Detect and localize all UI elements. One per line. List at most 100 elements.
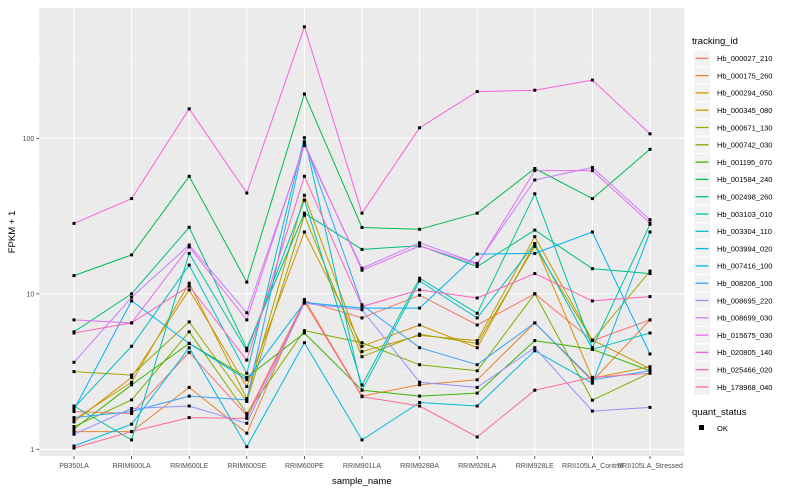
x-tick-label: PB350LA [59, 463, 89, 470]
data-point [72, 446, 76, 450]
data-point [130, 430, 134, 434]
data-point [72, 444, 76, 448]
legend-key-square [699, 425, 704, 430]
data-point [302, 92, 306, 96]
legend-entry-label: Hb_003994_020 [717, 244, 772, 253]
data-point [418, 380, 422, 384]
data-point [360, 266, 364, 270]
data-point [418, 276, 422, 280]
data-point [245, 414, 249, 417]
data-point [302, 211, 306, 215]
legend-entry-Hb_001195_070: Hb_001195_070 [694, 154, 772, 171]
data-point [360, 388, 364, 392]
data-point [360, 303, 364, 307]
data-point [245, 191, 249, 195]
data-point [130, 398, 134, 402]
data-point [360, 355, 364, 359]
data-points [72, 25, 652, 450]
data-point [245, 375, 249, 379]
data-point [533, 339, 537, 343]
data-point [245, 398, 249, 402]
legend-entry-label: Hb_003304_110 [717, 227, 772, 236]
data-point [590, 339, 594, 343]
legend-entry-Hb_178968_040: Hb_178968_040 [694, 379, 772, 395]
data-point [72, 420, 76, 424]
y-tick-label: 10 [27, 291, 35, 298]
legend-entry-label: Hb_000742_030 [717, 141, 772, 150]
data-point [418, 126, 422, 130]
data-point [130, 375, 134, 379]
legend-entry-Hb_000027_210: Hb_000027_210 [694, 50, 772, 67]
data-point [360, 308, 364, 312]
data-point [360, 211, 364, 215]
data-point [302, 341, 306, 345]
legend-entry-Hb_008695_220: Hb_008695_220 [694, 292, 772, 309]
data-point [533, 388, 537, 392]
data-point [72, 410, 76, 413]
data-point [533, 88, 537, 92]
data-point [187, 416, 191, 420]
data-point [130, 295, 134, 299]
legend-entry-Hb_002498_260: Hb_002498_260 [694, 188, 772, 205]
data-point [418, 293, 422, 297]
data-point [533, 321, 537, 325]
data-point [648, 221, 652, 225]
data-point [72, 406, 76, 410]
data-point [360, 247, 364, 251]
data-point [187, 107, 191, 111]
data-point [302, 136, 306, 140]
data-point [130, 383, 134, 387]
data-point [475, 211, 479, 215]
x-tick-label: RRIM600LA [113, 463, 151, 470]
data-point [590, 299, 594, 303]
data-point [648, 405, 652, 409]
y-axis-title: FPKM + 1 [7, 211, 18, 254]
data-point [418, 394, 422, 398]
data-point [187, 341, 191, 345]
data-point [72, 408, 76, 412]
data-point [475, 262, 479, 266]
data-point [475, 363, 479, 367]
data-point [360, 350, 364, 354]
data-point [130, 321, 134, 325]
legend-entry-label: Hb_178968_040 [717, 383, 772, 392]
data-point [418, 401, 422, 404]
data-point [302, 198, 306, 202]
data-point [187, 350, 191, 354]
legend-entry-Hb_000294_050: Hb_000294_050 [694, 84, 772, 101]
data-point [360, 304, 364, 308]
data-point [72, 331, 76, 335]
data-point [360, 383, 364, 387]
data-point [360, 395, 364, 399]
data-point [302, 144, 306, 147]
data-point [648, 371, 652, 375]
data-point [187, 281, 191, 285]
legend-tracking-entries: Hb_000027_210 Hb_000175_260 Hb_000294_050 H… [694, 50, 772, 395]
data-point [187, 174, 191, 178]
data-point [648, 367, 652, 371]
data-point [475, 385, 479, 389]
data-point [648, 331, 652, 335]
data-point [130, 292, 134, 296]
data-point [187, 263, 191, 267]
legend-entry-Hb_003304_110: Hb_003304_110 [694, 223, 772, 240]
x-tick-label: RRIM928LA [458, 463, 496, 470]
data-point [475, 323, 479, 327]
data-point [130, 373, 134, 377]
data-point [475, 404, 479, 408]
data-point [302, 230, 306, 234]
data-point [648, 352, 652, 356]
data-point [533, 192, 537, 196]
data-point [475, 265, 479, 268]
legend-entry-quant-OK: OK [699, 424, 728, 433]
data-point [590, 346, 594, 350]
data-point [648, 132, 652, 136]
x-tick-label: RRIM600LE [170, 463, 208, 470]
data-point [187, 346, 191, 350]
data-point [245, 431, 249, 435]
data-point [360, 438, 364, 442]
data-point [533, 272, 537, 276]
data-point [72, 432, 76, 436]
data-point [590, 381, 594, 385]
data-point [130, 422, 134, 426]
